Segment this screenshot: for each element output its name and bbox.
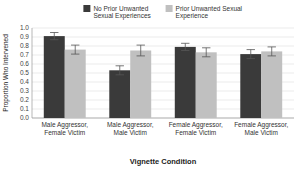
y-tick-label: 1.0 [20,24,29,31]
legend-swatch [83,5,90,12]
error-bar [202,48,210,57]
y-axis-line [32,28,33,118]
x-tick-label: Female Aggressor,Male Victim [234,121,288,136]
error-bar [71,45,79,54]
y-axis-label: Proportion Who Intervened [2,34,10,112]
x-tick-label: Female Aggressor,Female Victim [169,121,223,136]
chart: 0.0 0.1 0.2 0.3 0.4 0.5 0.6 0.7 0.8 0.9 1.0 Male Ag… [0,0,300,174]
error-bar [50,33,58,40]
legend-swatch [166,5,173,12]
x-tick-label: Male Aggressor,Male Victim [107,121,154,136]
y-tick-label: 0.9 [20,33,29,40]
y-tick-label: 0.4 [20,78,29,85]
y-tick-label: 0.5 [20,69,29,76]
y-tick-label: 0.8 [20,42,29,49]
grid-line [32,46,294,47]
marks [44,33,282,119]
legend-label: Prior Unwanted SexualExperience [176,5,243,21]
error-bar [181,43,189,50]
bar [175,47,196,118]
grid [32,28,294,118]
bar [196,52,217,118]
y-tick-label: 0.1 [20,105,29,112]
error-bar [137,45,145,56]
bar [44,36,65,118]
error-bar [268,47,276,56]
legend-entry: No Prior UnwantedSexual Experiences [83,5,151,21]
y-tick-label: 0.6 [20,60,29,67]
bar [65,50,86,118]
legend-entry: Prior Unwanted SexualExperience [166,5,243,21]
error-bar [116,66,124,75]
error-bar [247,50,255,59]
y-tick-label: 0.0 [20,114,29,121]
bar [240,54,261,118]
legend: No Prior UnwantedSexual Experiences Prior… [83,5,242,21]
grid-line [32,37,294,38]
grid-line [32,28,294,29]
y-tick-label: 0.2 [20,96,29,103]
legend-label: No Prior UnwantedSexual Experiences [93,5,151,21]
x-tick-label: Male Aggressor,Female Victim [41,121,88,136]
y-tick-label: 0.3 [20,87,29,94]
bar [130,51,151,119]
bar [261,51,282,118]
x-axis-label: Vignette Condition [130,157,197,166]
y-tick-label: 0.7 [20,51,29,58]
bar [109,70,130,118]
